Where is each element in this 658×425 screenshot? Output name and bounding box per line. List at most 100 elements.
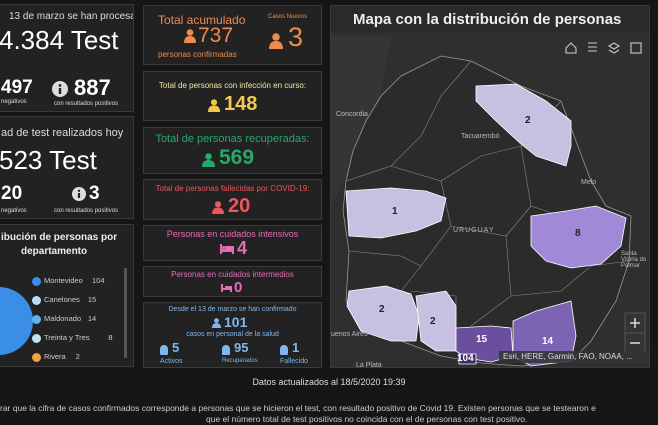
intermediate-card: Personas en cuidados intermedios 0: [143, 266, 322, 297]
region-san-jose: [415, 290, 457, 352]
bed-icon: [220, 244, 234, 254]
legend-swatch: [32, 334, 41, 343]
value: 569: [219, 146, 255, 169]
label: Recuperados: [222, 358, 258, 364]
place-label: URUGUAY: [453, 227, 495, 234]
intensive-card: Personas en cuidados intensivos 4: [143, 225, 322, 261]
label: negativos: [1, 208, 27, 214]
map-toolbar[interactable]: [565, 42, 642, 54]
place-label: Melo: [581, 179, 597, 186]
tests-today-panel: ad de test realizados hoy 523 Test 20 ne…: [0, 116, 134, 219]
legend-value: 14: [87, 314, 97, 323]
person-icon: [208, 99, 220, 112]
panel-title: departamento: [21, 246, 88, 257]
legend-label: Treinta y Tres: [44, 333, 90, 342]
bed-icon: [221, 284, 232, 292]
accumulated-card: Total acumulado 737 personas confirmadas…: [143, 5, 322, 65]
legend-value: 8: [108, 333, 113, 342]
card-title: Total de personas recuperadas:: [155, 133, 310, 145]
legend-swatch: [32, 277, 41, 286]
legend-swatch: [32, 315, 41, 324]
map: [331, 6, 649, 367]
region-colonia: [346, 285, 420, 342]
region-rivera: [475, 83, 572, 167]
region-count: 14: [542, 336, 554, 347]
updated: Datos actualizados al 18/5/2020 19:39: [252, 377, 406, 387]
legend-value: 2: [75, 352, 80, 361]
card-title: Personas en cuidados intensivos: [166, 229, 299, 239]
land: [331, 36, 391, 206]
map-title: Mapa con la distribución de personas: [353, 11, 622, 28]
label: Activos: [160, 358, 183, 365]
legend-label: Canelones: [44, 295, 80, 304]
place-label: Santa Vitória do Palmar: [621, 251, 647, 269]
legend-swatch: [32, 296, 41, 305]
recovered-card: Total de personas recuperadas: 569: [143, 127, 322, 174]
value: 95: [234, 340, 249, 355]
region-count: 8: [575, 228, 581, 239]
panel-title: ad de test realizados hoy: [1, 127, 124, 139]
person-icon: [280, 345, 288, 355]
value: 4: [237, 238, 248, 258]
person-icon: [212, 201, 224, 214]
legend-label: Rivera: [44, 352, 66, 361]
panel-title: ibución de personas por: [1, 232, 118, 243]
map-header: [331, 6, 649, 32]
pie-chart: [0, 268, 127, 358]
value: 523 Test: [0, 145, 97, 175]
value: 101: [224, 314, 248, 330]
value: 148: [224, 93, 258, 115]
note: rar que la cifra de casos confirmados co…: [0, 403, 596, 413]
value: 5: [172, 340, 180, 355]
region-count: 2: [379, 304, 385, 315]
region-count: 15: [476, 334, 488, 345]
person-icon: [184, 29, 196, 43]
region-count: 2: [525, 115, 531, 126]
zoom-in-icon: [630, 318, 640, 328]
card-title: Casos Nuevos: [268, 14, 308, 20]
label: casos en personal de la salud: [186, 331, 279, 338]
deceased-card: Total de personas fallecidas por COVID-1…: [143, 179, 322, 220]
card-title: Total de personas con infección en curso…: [158, 81, 307, 90]
place-label: La Plata: [356, 362, 382, 368]
scrollbar: [124, 268, 127, 358]
value: 4.384 Test: [0, 25, 119, 55]
value: 20: [228, 195, 251, 217]
label: personas confirmadas: [158, 50, 237, 59]
info-icon: [52, 81, 68, 97]
card-title: Personas en cuidados intermedios: [171, 270, 294, 279]
region-paysandu: [345, 187, 447, 239]
panel-title: 13 de marzo se han procesado: [9, 11, 134, 22]
attribution: Esri, HERE, Garmin, FAO, NOAA, ...: [503, 352, 633, 361]
info-icon: [72, 187, 86, 201]
value: 737: [198, 24, 234, 47]
value: 20: [1, 183, 23, 204]
place-label: Concordia: [336, 111, 368, 118]
card-title: Total acumulado: [158, 13, 246, 27]
person-icon: [160, 345, 168, 355]
region-count: 1: [392, 206, 398, 217]
map-panel: Mapa con la distribución de personas Con…: [330, 5, 650, 368]
legend-value: 15: [87, 295, 97, 304]
person-icon: [269, 33, 283, 49]
active-card: Total de personas con infección en curso…: [143, 71, 322, 121]
region-montevideo: [458, 353, 477, 365]
legend-value: 104: [92, 276, 105, 285]
value: 887: [74, 75, 111, 100]
value: 3: [288, 22, 304, 52]
region-count: 2: [430, 316, 436, 327]
legend-label: Montevideo: [44, 276, 83, 285]
region-treinta-y-tres: [530, 205, 627, 269]
tests-total-panel: 13 de marzo se han procesado 4.384 Test …: [0, 4, 134, 112]
value: 1: [292, 340, 300, 355]
attribution-bg: [499, 351, 649, 363]
person-icon: [212, 318, 221, 328]
pie-slice: [0, 287, 33, 355]
note: que el número total de test positivos no…: [206, 414, 528, 424]
place-label: uenos Aires: [331, 331, 368, 338]
label: con resultados positivos: [54, 101, 119, 107]
card-title: Total de personas fallecidas por COVID-1…: [155, 184, 310, 193]
distribution-panel: ibución de personas por departamento Mon…: [0, 224, 134, 367]
person-icon: [202, 153, 215, 167]
